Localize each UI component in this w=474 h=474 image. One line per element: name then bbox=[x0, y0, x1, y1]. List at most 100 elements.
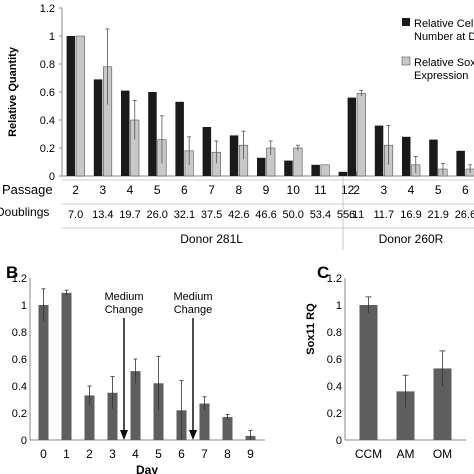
bar-cell-number bbox=[148, 92, 157, 176]
x-tick-label: 9 bbox=[247, 447, 254, 461]
doublings-label: 53.4 bbox=[310, 209, 331, 221]
panel-label-c: C bbox=[317, 263, 329, 282]
bar-cell-number bbox=[229, 135, 239, 176]
y-tick-label: 0.8 bbox=[12, 327, 27, 339]
bar-cell-number bbox=[175, 101, 184, 176]
bar-cell-number bbox=[456, 150, 465, 176]
y-tick-label: 0 bbox=[21, 435, 27, 447]
y-tick-label: 1 bbox=[49, 31, 55, 43]
x-tick-label: 8 bbox=[224, 447, 231, 461]
y-tick-label: 0.8 bbox=[40, 59, 55, 71]
legend-label-cell-number: Relative Cell bbox=[414, 18, 474, 30]
annotation-arrowhead bbox=[189, 430, 197, 440]
doublings-row-label: n Doublings bbox=[0, 205, 49, 219]
bar bbox=[153, 383, 164, 440]
annotation-text: Change bbox=[174, 304, 213, 316]
doublings-label: 19.7 bbox=[119, 209, 140, 221]
legend-swatch-cell-number bbox=[402, 18, 410, 26]
y-tick-label: 1.2 bbox=[327, 273, 342, 285]
x-tick-label: 4 bbox=[132, 447, 139, 461]
bar-sox-expression bbox=[75, 35, 85, 177]
bar-cell-number bbox=[257, 157, 266, 176]
doublings-label: 42.6 bbox=[228, 209, 249, 221]
bar-cell-number bbox=[284, 160, 293, 176]
bar-cell-number bbox=[429, 139, 438, 176]
y-tick-label: 1 bbox=[336, 300, 342, 312]
passage-label: 9 bbox=[263, 183, 270, 197]
bar-cell-number bbox=[66, 36, 76, 176]
y-tick-label: 0.4 bbox=[12, 381, 27, 393]
y-tick-label: 0.8 bbox=[327, 327, 342, 339]
panel-a: 0 0.2 0.4 0.6 0.8 1 1.2 Relative Quantity Passag… bbox=[0, 3, 474, 250]
bar bbox=[433, 368, 452, 440]
donor-label: Donor 260R bbox=[379, 232, 444, 246]
bar-cell-number bbox=[374, 125, 384, 176]
doublings-label: 6.1 bbox=[349, 209, 364, 221]
passage-label: 6 bbox=[181, 183, 188, 197]
doublings-label: 50.0 bbox=[282, 209, 303, 221]
doublings-label: 32.1 bbox=[174, 209, 195, 221]
legend-label-sox-expression: Expression bbox=[414, 70, 468, 82]
y-tick-label: 1.2 bbox=[40, 3, 55, 15]
passage-label: 10 bbox=[287, 183, 301, 197]
passage-label: 4 bbox=[408, 183, 415, 197]
legend-label-sox-expression: Relative Sox bbox=[414, 57, 474, 69]
legend-label-cell-number: Number at Do bbox=[414, 31, 474, 43]
y-tick-label: 0 bbox=[336, 435, 342, 447]
passage-label: 5 bbox=[435, 183, 442, 197]
y-tick-label: 0.4 bbox=[40, 115, 55, 127]
x-tick-label: 1 bbox=[63, 447, 70, 461]
bar bbox=[359, 305, 378, 440]
bar-cell-number bbox=[338, 171, 348, 176]
doublings-label: 26.6 bbox=[455, 209, 474, 221]
doublings-label: 13.4 bbox=[92, 209, 113, 221]
x-tick-label: 6 bbox=[178, 447, 185, 461]
x-tick-label: 3 bbox=[109, 447, 116, 461]
y-tick-label: 0.2 bbox=[327, 408, 342, 420]
passage-row-label: Passage bbox=[2, 182, 53, 197]
bar-cell-number bbox=[402, 136, 411, 176]
y-tick-label: 0.6 bbox=[12, 354, 27, 366]
passage-label: 11 bbox=[314, 183, 327, 197]
annotation-text: Medium bbox=[173, 291, 212, 303]
bar bbox=[222, 417, 233, 440]
x-axis-label: Day bbox=[136, 463, 158, 474]
passage-label: 3 bbox=[380, 183, 387, 197]
bar-cell-number bbox=[311, 164, 320, 176]
y-tick-label: 1.2 bbox=[12, 273, 27, 285]
y-tick-label: 0.6 bbox=[40, 87, 55, 99]
panel-label-b: B bbox=[6, 263, 18, 282]
passage-label: 8 bbox=[235, 183, 242, 197]
bar bbox=[199, 403, 210, 440]
doublings-label: 46.6 bbox=[255, 209, 276, 221]
passage-label: 4 bbox=[127, 183, 134, 197]
y-tick-label: 0.2 bbox=[40, 143, 55, 155]
bar-cell-number bbox=[202, 127, 212, 176]
panel-c: 0 0.2 0.4 0.6 0.8 1 1.2 Sox11 RQ CCM AM OM bbox=[305, 273, 466, 461]
y-tick-label: 0.6 bbox=[327, 354, 342, 366]
passage-label: 6 bbox=[462, 183, 469, 197]
x-tick-label: AM bbox=[397, 447, 415, 461]
bar bbox=[107, 392, 118, 440]
annotation-arrowhead bbox=[120, 430, 128, 440]
y-tick-label: 0 bbox=[49, 171, 55, 183]
passage-label: 12 bbox=[341, 183, 355, 197]
passage-label: 7 bbox=[208, 183, 215, 197]
bar-sox-expression bbox=[320, 164, 330, 177]
passage-label: 2 bbox=[353, 183, 360, 197]
x-tick-label: 2 bbox=[86, 447, 93, 461]
doublings-label: 7.0 bbox=[68, 209, 83, 221]
annotation-text: Change bbox=[105, 304, 144, 316]
x-tick-label: 7 bbox=[201, 447, 208, 461]
bar-sox-expression bbox=[356, 93, 366, 177]
y-axis-label: Relative Quantity bbox=[7, 46, 19, 137]
passage-label: 3 bbox=[99, 183, 106, 197]
passage-label: 2 bbox=[72, 183, 79, 197]
y-tick-label: 0.2 bbox=[12, 408, 27, 420]
doublings-label: 11.7 bbox=[374, 209, 395, 221]
doublings-label: 37.5 bbox=[201, 209, 222, 221]
bar-cell-number bbox=[121, 90, 130, 176]
doublings-label: 26.0 bbox=[146, 209, 167, 221]
